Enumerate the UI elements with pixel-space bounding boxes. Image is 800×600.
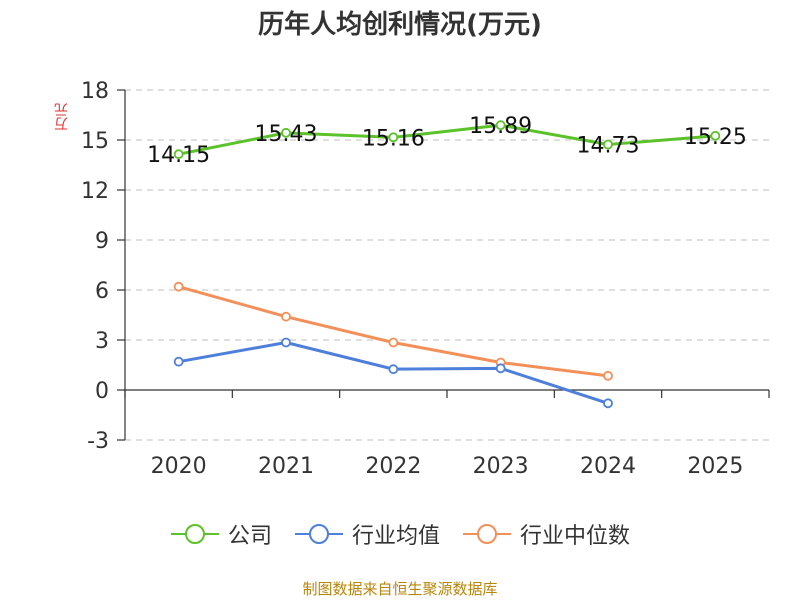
legend-label: 行业中位数 (520, 524, 631, 549)
y-tick-label: 12 (81, 179, 109, 204)
y-tick-label: -3 (87, 429, 109, 454)
x-tick-label: 2022 (365, 454, 421, 479)
data-point (281, 311, 291, 322)
legend-label: 公司 (227, 524, 272, 549)
data-label: 15.16 (362, 126, 425, 151)
data-point (603, 139, 613, 150)
data-point (603, 370, 613, 381)
data-label: 15.89 (469, 114, 532, 139)
data-point (388, 337, 399, 348)
legend-label: 行业均值 (351, 524, 440, 549)
data-point (495, 120, 506, 131)
x-tick-label: 2025 (687, 454, 743, 479)
data-point (173, 281, 184, 292)
series-line-2 (178, 285, 609, 378)
data-point (388, 132, 399, 143)
data-point (173, 149, 184, 160)
data-point (388, 364, 399, 375)
legend-line-marker-icon (170, 524, 219, 544)
y-tick-label: 3 (95, 329, 109, 354)
y-tick-label: 9 (95, 229, 109, 254)
data-point (495, 363, 506, 374)
source-note: 制图数据来自恒生聚源数据库 (302, 580, 498, 598)
y-tick-label: 6 (95, 279, 109, 304)
legend-line-marker-icon (463, 524, 511, 544)
data-point (603, 398, 613, 409)
data-point (281, 127, 291, 138)
legend-line-marker-icon (294, 524, 343, 544)
y-tick-label: 0 (95, 379, 109, 404)
legend-item[interactable]: 公司 (170, 518, 272, 550)
legend-item[interactable]: 行业中位数 (462, 518, 630, 550)
data-point (710, 130, 721, 141)
y-tick-label: 15 (81, 129, 109, 154)
legend-item[interactable]: 行业均值 (294, 518, 440, 550)
data-point (173, 356, 184, 367)
x-tick-label: 2023 (473, 454, 529, 479)
data-label: 14.73 (577, 134, 640, 159)
data-label: 15.43 (255, 122, 318, 147)
series-line-0 (178, 123, 716, 156)
x-tick-label: 2020 (151, 454, 207, 479)
y-tick-label: 18 (81, 79, 109, 104)
x-tick-label: 2021 (258, 454, 314, 479)
legend: 公司 行业均值 行业中位数 (0, 518, 800, 550)
data-label: 14.15 (147, 143, 210, 168)
data-label: 15.25 (684, 125, 747, 150)
x-tick-label: 2024 (580, 454, 636, 479)
data-point (281, 337, 291, 348)
chart-title: 历年人均创利情况(万元) (258, 10, 542, 40)
